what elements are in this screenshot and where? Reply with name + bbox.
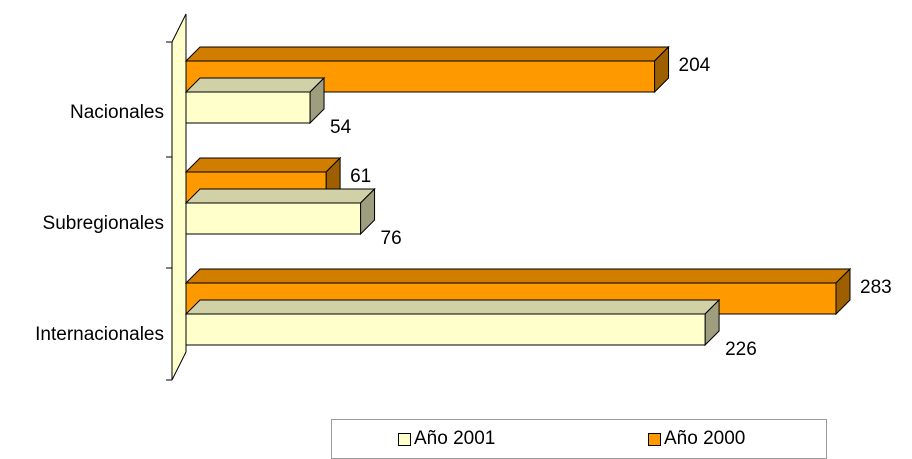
value-label-subregionales-ano-2001: 76 xyxy=(381,228,402,249)
value-label-internacionales-ano-2000: 283 xyxy=(860,277,892,298)
bar-front-face xyxy=(185,202,362,235)
chart-wall xyxy=(171,13,187,381)
category-label-subregionales: Subregionales xyxy=(43,213,164,234)
bar-internacionales-ano-2001 xyxy=(184,298,721,347)
value-label-subregionales-ano-2000: 61 xyxy=(350,166,371,187)
chart-back-wall xyxy=(166,13,187,381)
bar-subregionales-ano-2001 xyxy=(184,187,376,236)
bar-top-face xyxy=(184,299,721,315)
bar-front-face xyxy=(185,313,706,346)
bar-top-face xyxy=(184,77,326,93)
value-label-internacionales-ano-2001: 226 xyxy=(725,339,757,360)
legend-swatch-ano-2000 xyxy=(648,432,661,446)
bar-top-face xyxy=(184,157,342,173)
legend: Año 2001 Año 2000 xyxy=(331,419,827,459)
category-label-nacionales: Nacionales xyxy=(70,102,164,123)
bar-front-face xyxy=(185,91,311,124)
legend-item-ano-2001: Año 2001 xyxy=(398,428,496,449)
legend-item-ano-2000: Año 2000 xyxy=(648,428,746,449)
bar-top-face xyxy=(184,188,376,204)
category-label-internacionales: Internacionales xyxy=(35,324,164,345)
value-label-nacionales-ano-2000: 204 xyxy=(679,55,711,76)
bar-nacionales-ano-2001 xyxy=(184,76,326,125)
value-label-nacionales-ano-2001: 54 xyxy=(330,117,352,138)
legend-label-ano-2001: Año 2001 xyxy=(414,428,496,449)
labels-group: Nacionales 204 54 Subregionales 61 76 Internac… xyxy=(35,55,892,360)
legend-label-ano-2000: Año 2000 xyxy=(664,428,746,449)
bar-top-face xyxy=(184,268,852,284)
legend-swatch-ano-2001 xyxy=(398,432,411,446)
bars-group xyxy=(184,45,852,347)
bar-top-face xyxy=(184,46,670,62)
